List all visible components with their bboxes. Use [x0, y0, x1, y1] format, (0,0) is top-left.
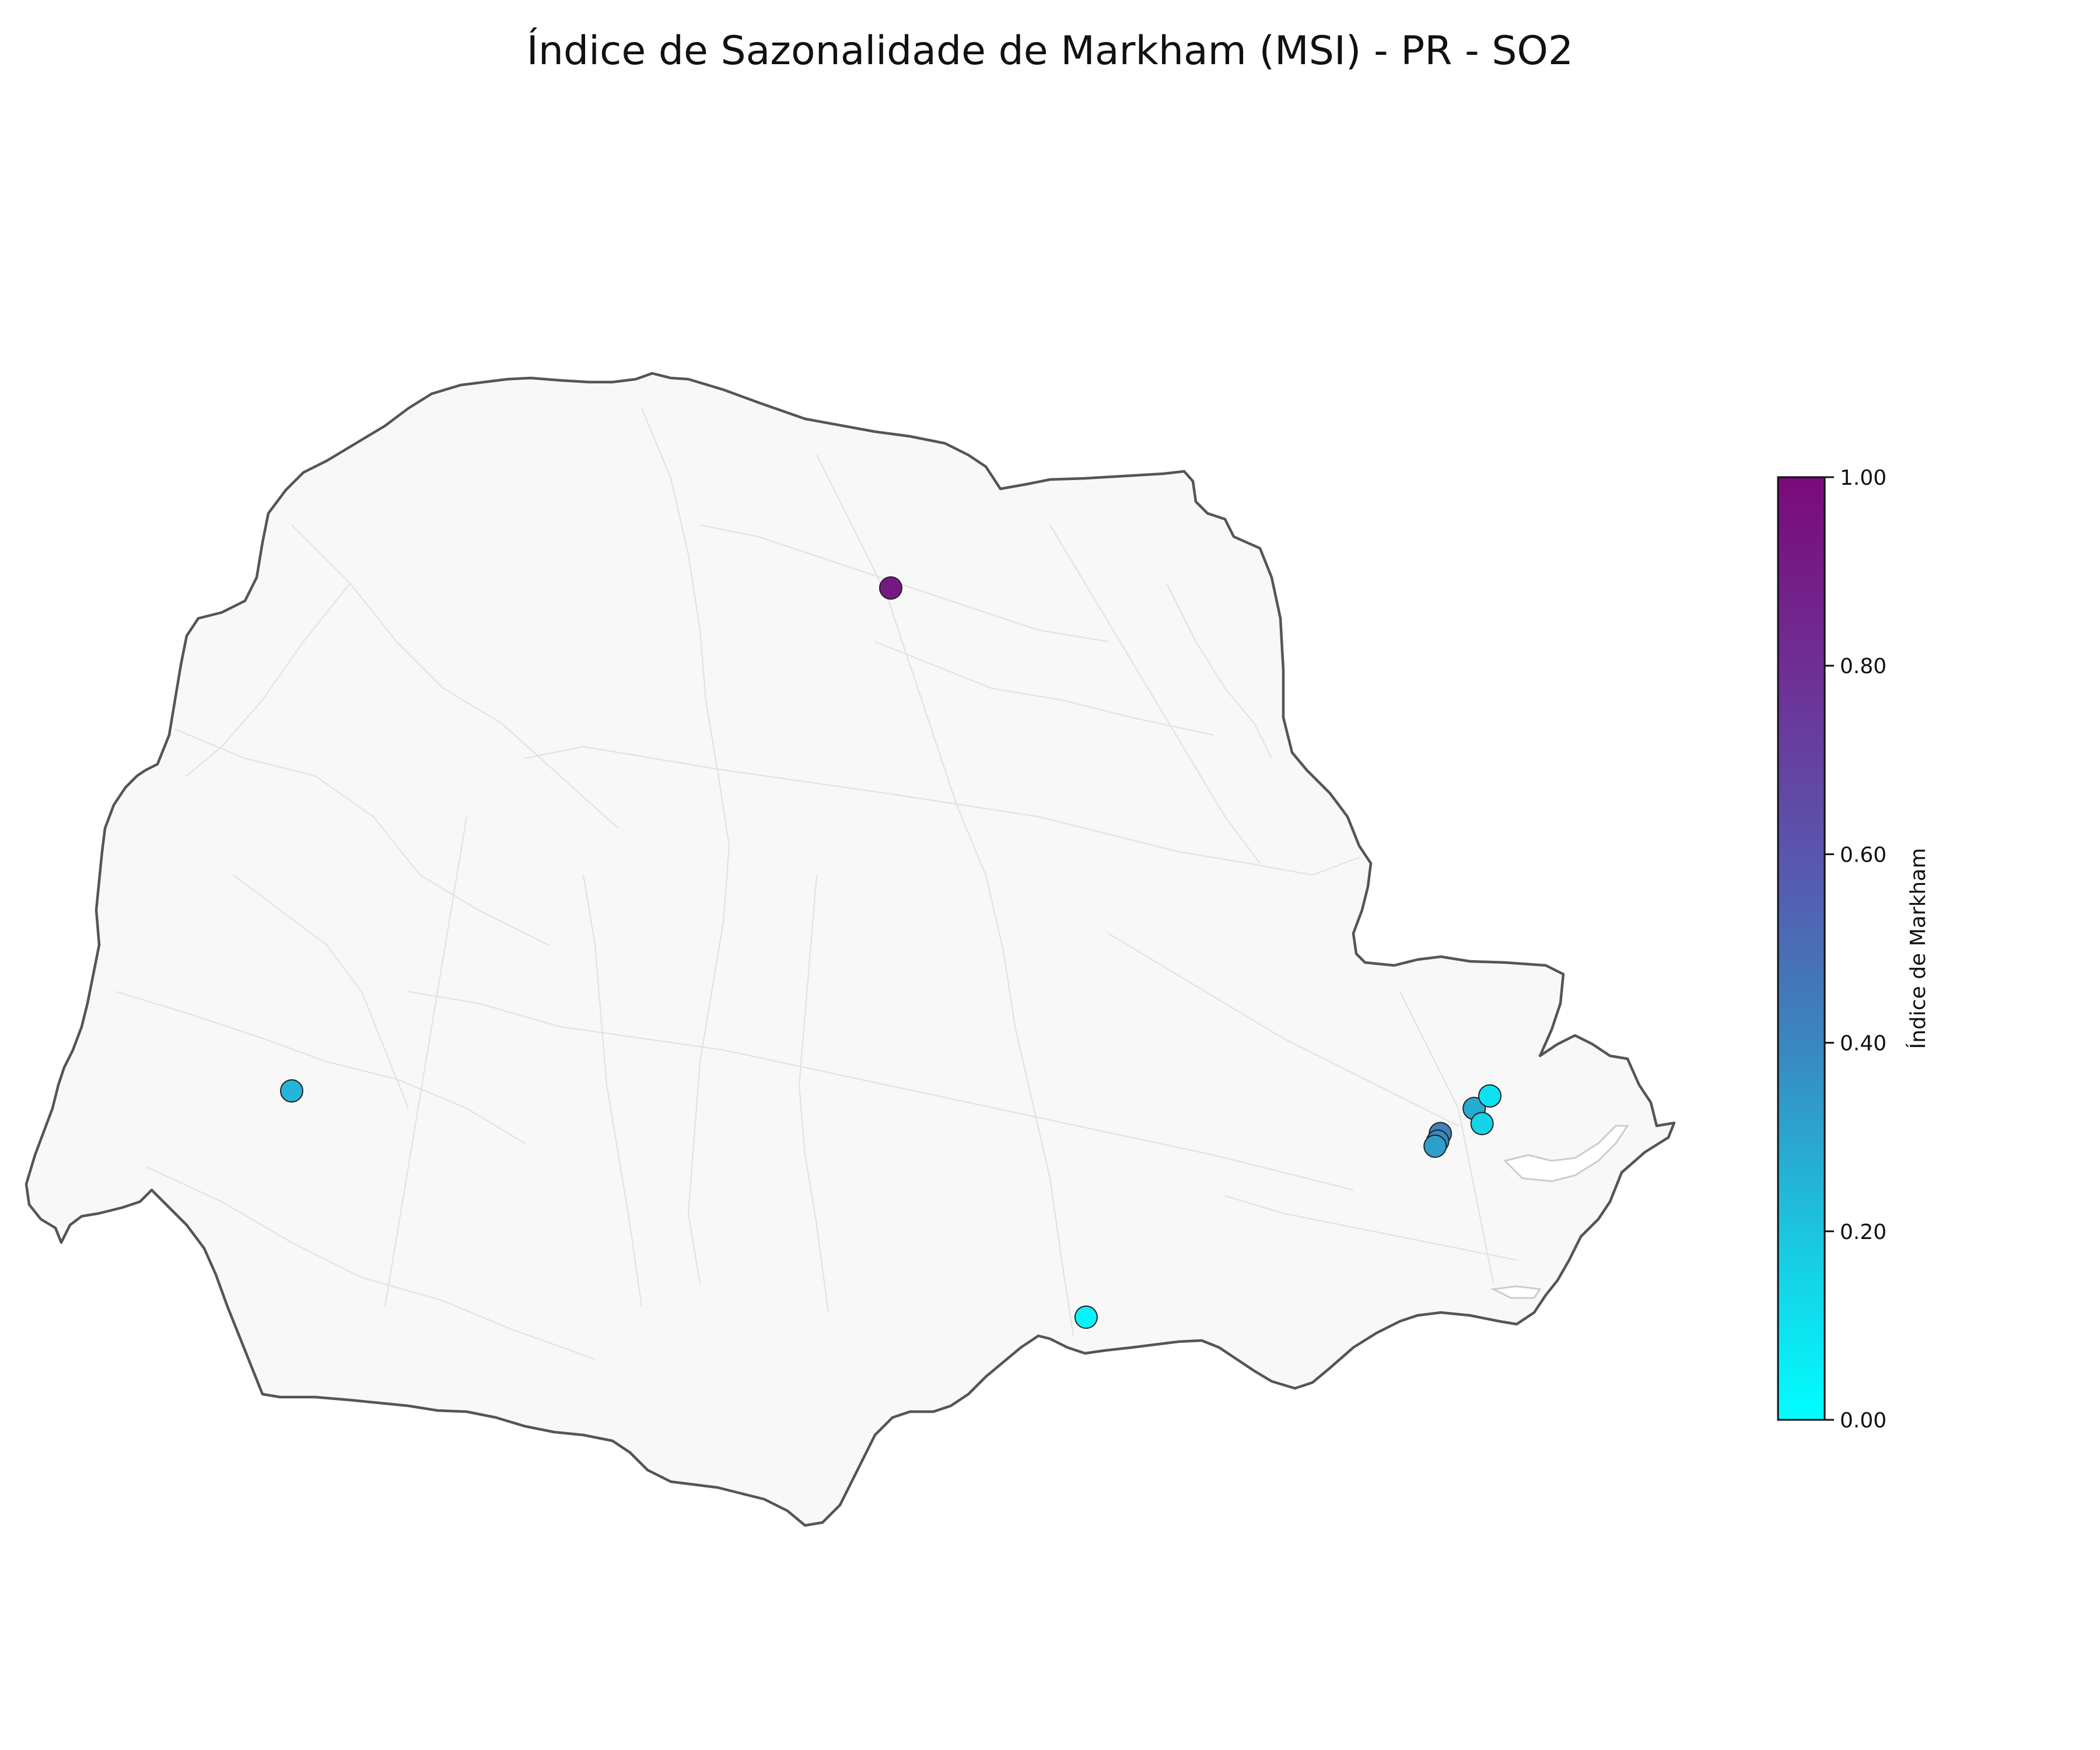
station-marker[interactable] [280, 1079, 303, 1103]
station-marker[interactable] [1423, 1134, 1447, 1158]
stations-layer [280, 576, 1502, 1329]
map-title: Índice de Sazonalidade de Markham (MSI) … [526, 28, 1574, 74]
state-shape [24, 372, 1676, 1527]
colorbar-tick-label: 1.00 [1840, 466, 1887, 490]
colorbar-label: Índice de Markham [1906, 848, 1930, 1049]
colorbar-tick-label: 0.20 [1840, 1220, 1887, 1244]
colorbar-tick-label: 0.00 [1840, 1409, 1887, 1433]
station-marker[interactable] [1478, 1084, 1502, 1108]
coastal-bays [1490, 1125, 1629, 1299]
station-marker[interactable] [1074, 1306, 1098, 1329]
colorbar-ticks: 0.00 0.20 0.40 0.60 0.80 1.00 [1825, 466, 1887, 1433]
colorbar-gradient [1777, 476, 1826, 1421]
parana-state [24, 372, 1676, 1527]
colorbar-tick-label: 0.40 [1840, 1032, 1887, 1056]
colorbar-tick-label: 0.60 [1840, 843, 1887, 867]
colorbar-tick-label: 0.80 [1840, 654, 1887, 678]
station-marker[interactable] [1470, 1112, 1494, 1136]
municipality-boundaries [116, 408, 1517, 1360]
colorbar: 0.00 0.20 0.40 0.60 0.80 1.00 Índice de Markh… [1777, 466, 1930, 1433]
station-marker[interactable] [879, 576, 902, 600]
